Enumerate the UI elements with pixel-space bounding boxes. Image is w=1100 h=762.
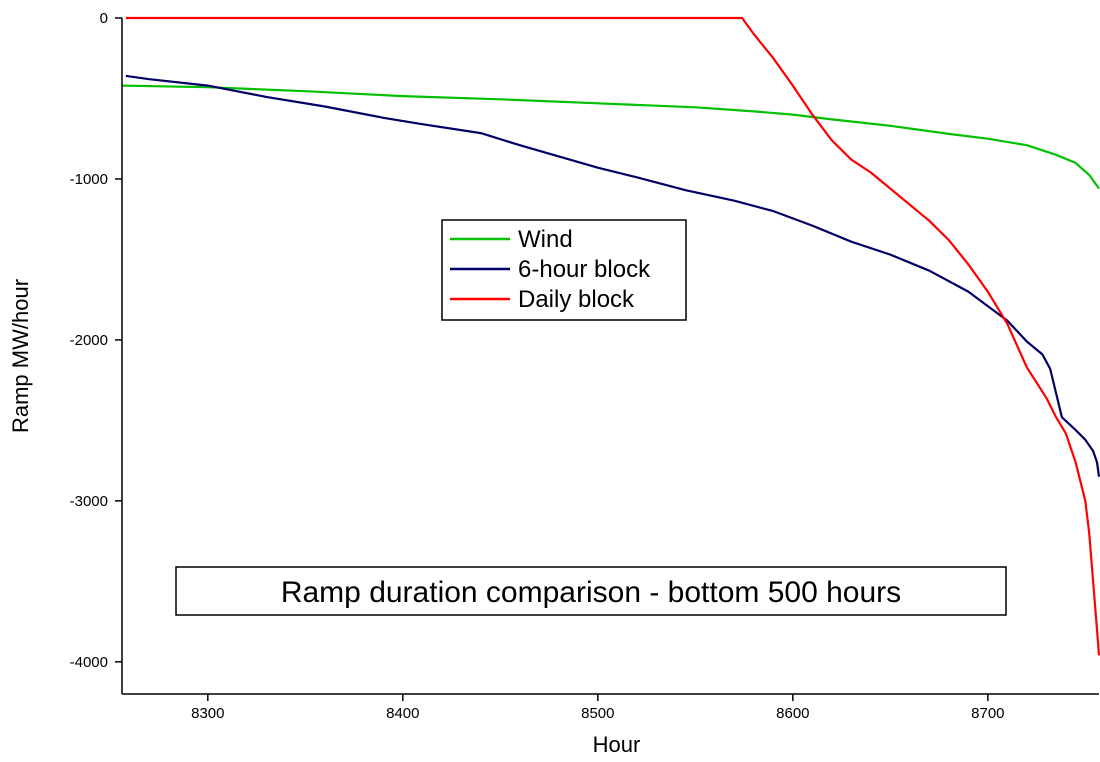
- x-tick-label: 8700: [971, 705, 1004, 722]
- y-tick-label: -1000: [70, 171, 108, 188]
- y-tick-label: 0: [100, 10, 108, 27]
- y-axis-title: Ramp MW/hour: [8, 279, 33, 433]
- x-axis-title: Hour: [593, 732, 641, 757]
- annotation-box: Ramp duration comparison - bottom 500 ho…: [175, 566, 1007, 616]
- legend-label-6-hour-block: 6-hour block: [518, 256, 651, 283]
- x-tick-label: 8600: [776, 705, 809, 722]
- series-layer: [121, 16, 1100, 656]
- annotation-frame: [175, 566, 1007, 616]
- x-tick-label: 8400: [386, 705, 419, 722]
- legend: Wind 6-hour block Daily block: [441, 219, 687, 321]
- series-line-6-hour-block: [125, 74, 1100, 477]
- y-tick-label: -2000: [70, 332, 108, 349]
- series-line-wind: [121, 84, 1100, 190]
- legend-label-wind: Wind: [518, 226, 573, 253]
- legend-label-daily-block: Daily block: [518, 286, 635, 313]
- series-line-daily-block: [125, 16, 1100, 656]
- y-tick-label: -3000: [70, 493, 108, 510]
- x-tick-label: 8500: [581, 705, 614, 722]
- annotation-text: Ramp duration comparison - bottom 500 ho…: [281, 576, 901, 609]
- axes: 0 -1000 -2000 -3000 -4000 8300 8400 8500 8600 870…: [70, 10, 1099, 722]
- x-tick-label: 8300: [191, 705, 224, 722]
- y-tick-label: -4000: [70, 654, 108, 671]
